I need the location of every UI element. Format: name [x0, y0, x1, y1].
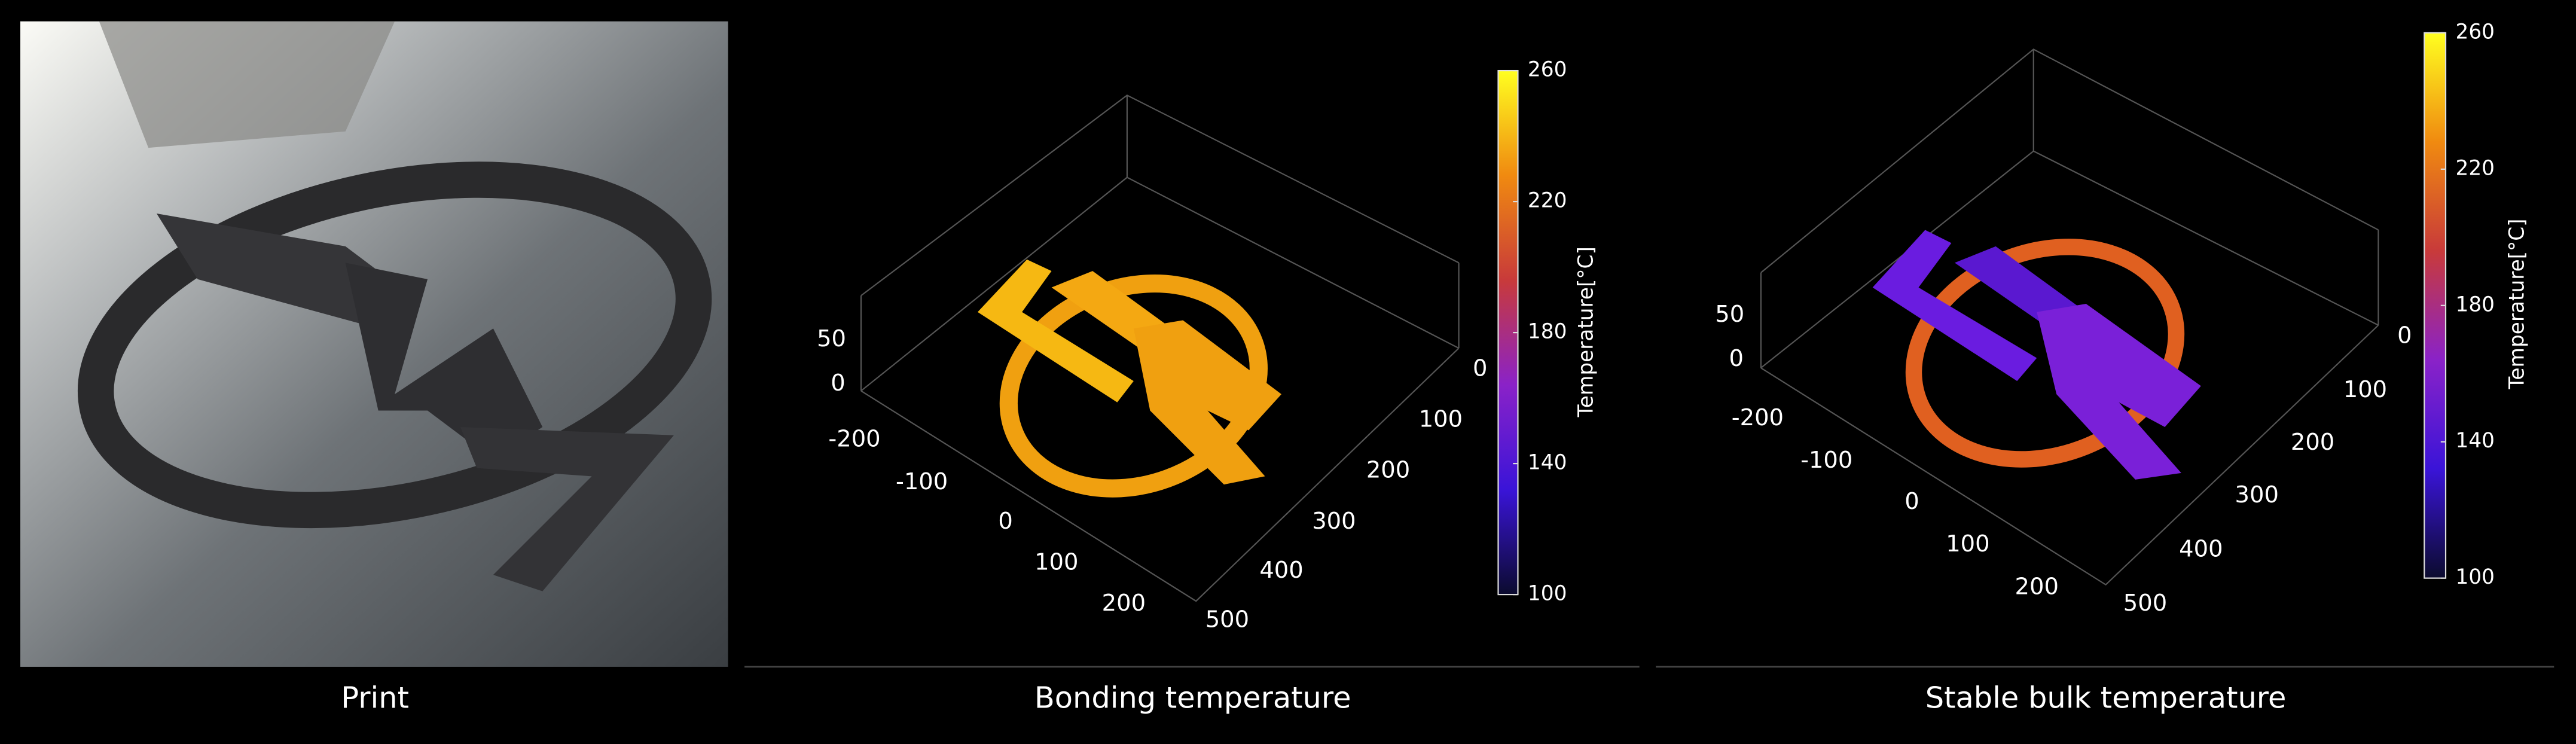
temperature-map [1872, 230, 2201, 480]
x-tick-label: 200 [2015, 574, 2059, 600]
y-tick-label: 200 [1366, 457, 1410, 484]
y-tick-label: 100 [1419, 406, 1463, 433]
y-tick-label: 100 [2343, 376, 2387, 403]
axes-box [860, 94, 1460, 602]
x-tick-label: 100 [1034, 548, 1078, 575]
y-tick-label: 500 [2123, 590, 2167, 617]
z-tick-label: 50 [817, 325, 846, 352]
colorbar-tick-label: 100 [2456, 565, 2495, 589]
y-tick-label: 200 [2291, 429, 2334, 456]
y-tick-label: 300 [2235, 481, 2279, 508]
temperature-map [977, 259, 1282, 498]
x-tick-label: -200 [828, 425, 880, 452]
colorbar-tick-label: 220 [1528, 189, 1567, 213]
colorbar-tick-label: 140 [1528, 451, 1567, 475]
caption: Print [341, 680, 409, 715]
photo [20, 21, 728, 667]
x-tick-label: 0 [998, 508, 1012, 535]
x-tick-label: -100 [896, 468, 948, 495]
x-tick-label: 0 [1904, 488, 1919, 515]
z-tick-label: 0 [831, 370, 845, 397]
x-tick-label: -200 [1732, 404, 1784, 431]
colorbar-tick-label: 180 [2456, 292, 2495, 316]
colorbar-tick-label: 220 [2456, 156, 2495, 180]
x-tick-label: -100 [1800, 447, 1852, 474]
colorbar-label: Temperature[°C] [2505, 218, 2529, 389]
z-tick-label: 0 [1729, 345, 1743, 372]
caption: Bonding temperature [1034, 680, 1351, 715]
x-tick-label: 200 [1102, 590, 1146, 617]
caption: Stable bulk temperature [1925, 680, 2287, 715]
colorbar-tick-label: 180 [1528, 320, 1567, 344]
y-tick-label: 400 [1259, 557, 1303, 584]
axes-box [1760, 48, 2379, 586]
y-tick-label: 500 [1205, 606, 1249, 633]
y-tick-label: 400 [2179, 535, 2223, 562]
colorbar-tick-label: 260 [2456, 20, 2495, 44]
colorbar-tick-label: 140 [2456, 429, 2495, 453]
colorbar-tick-label: 260 [1528, 58, 1567, 82]
y-tick-label: 0 [2397, 322, 2412, 349]
y-tick-label: 0 [1473, 355, 1487, 382]
y-tick-label: 300 [1312, 508, 1356, 535]
colorbar-tick-label: 100 [1528, 582, 1567, 606]
x-tick-label: 100 [1946, 530, 1989, 557]
z-tick-label: 50 [1715, 301, 1744, 328]
colorbar-label: Temperature[°C] [1574, 246, 1598, 417]
